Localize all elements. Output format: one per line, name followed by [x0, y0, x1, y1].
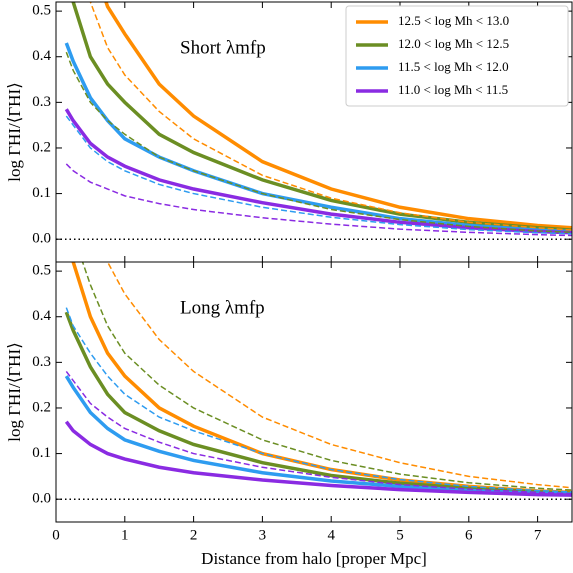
annotation: Short λmfp — [180, 37, 266, 58]
dashed-line — [106, 262, 572, 489]
x-tick-label: 3 — [259, 527, 267, 543]
y-tick-label: 0.0 — [32, 491, 51, 507]
y-tick-label: 0.2 — [32, 399, 51, 415]
line — [64, 420, 572, 497]
dashed-line — [89, 2, 572, 231]
plot-area — [64, 262, 572, 497]
y-tick-label: 0.2 — [32, 139, 51, 155]
legend-label: 12.5 < log Mh < 13.0 — [398, 13, 509, 28]
x-tick-label: 4 — [327, 527, 335, 543]
x-tick-label: 6 — [465, 527, 473, 543]
dashed-line — [65, 51, 572, 234]
x-tick-label: 2 — [190, 527, 198, 543]
y-axis-label: log ΓHI/⟨ΓHI⟩ — [5, 342, 24, 442]
legend-label: 11.5 < log Mh < 12.0 — [398, 59, 509, 74]
legend-box — [345, 5, 569, 107]
line — [64, 311, 572, 496]
dashed-line — [65, 371, 572, 495]
legend-label: 11.0 < log Mh < 11.5 — [398, 82, 508, 97]
dashed-line — [65, 307, 572, 493]
y-tick-label: 0.3 — [32, 94, 51, 110]
x-tick-label: 1 — [121, 527, 129, 543]
y-tick-label: 0.4 — [32, 308, 51, 324]
line — [104, 2, 572, 230]
x-axis-label: Distance from halo [proper Mpc] — [201, 549, 427, 568]
dashed-line — [65, 115, 572, 235]
legend-label: 12.0 < log Mh < 12.5 — [398, 36, 509, 51]
y-tick-label: 0.1 — [32, 445, 51, 461]
line — [71, 262, 572, 495]
dashed-line — [81, 262, 572, 491]
line — [64, 375, 572, 496]
plot-area — [64, 2, 572, 237]
x-tick-label: 7 — [534, 527, 542, 543]
y-tick-label: 0.5 — [32, 263, 51, 279]
y-tick-label: 0.5 — [32, 3, 51, 19]
y-tick-label: 0.3 — [32, 354, 51, 370]
y-tick-label: 0.0 — [32, 231, 51, 247]
y-axis-label: log ΓHI/⟨ΓHI⟩ — [5, 82, 24, 182]
annotation: Long λmfp — [180, 297, 265, 318]
y-tick-label: 0.1 — [32, 185, 51, 201]
dashed-line — [65, 163, 572, 237]
line — [64, 108, 572, 235]
x-tick-label: 5 — [396, 527, 404, 543]
x-tick-label: 0 — [52, 527, 60, 543]
frame — [55, 261, 573, 523]
y-tick-label: 0.4 — [32, 48, 51, 64]
